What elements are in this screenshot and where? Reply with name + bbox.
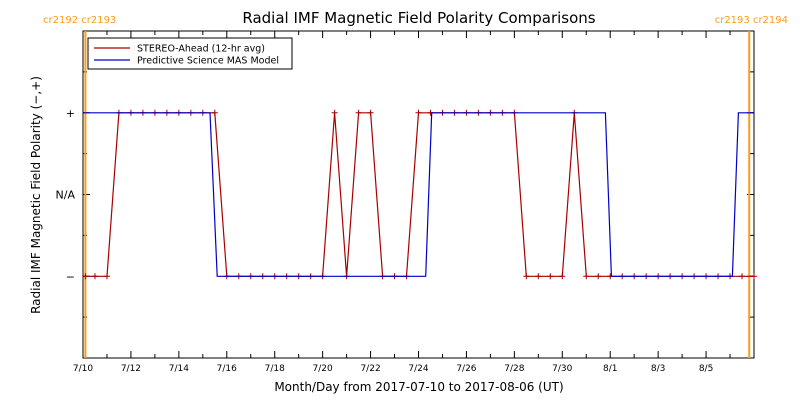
data-point-marker	[595, 273, 602, 280]
y-tick-label: −	[66, 270, 75, 283]
x-tick-label: 7/28	[504, 364, 524, 374]
legend: STEREO-Ahead (12-hr avg) Predictive Scie…	[87, 37, 293, 70]
y-axis-label: Radial IMF Magnetic Field Polarity (−,+)	[29, 76, 43, 314]
x-tick-label: 7/30	[552, 364, 572, 374]
series-layer	[82, 109, 757, 280]
data-point-marker	[211, 109, 218, 116]
data-point-marker	[583, 273, 590, 280]
x-tick-label: 8/1	[603, 364, 617, 374]
x-tick-label: 7/10	[73, 364, 93, 374]
data-point-marker	[331, 109, 338, 116]
x-tick-label: 7/14	[169, 364, 189, 374]
x-tick-label: 8/3	[651, 364, 665, 374]
x-tick-label: 7/12	[121, 364, 141, 374]
plot-frame	[82, 30, 755, 359]
y-axis: + N/A −	[56, 30, 754, 359]
data-point-marker	[103, 273, 110, 280]
x-axis-label: Month/Day from 2017-07-10 to 2017-08-06 …	[274, 380, 563, 394]
x-tick-label: 7/16	[217, 364, 237, 374]
x-tick-label: 7/26	[456, 364, 476, 374]
data-point-marker	[523, 273, 530, 280]
x-axis: 7/10 7/12 7/14 7/16 7/18 7/20 7/22 7/24 7/26 7/28…	[73, 31, 731, 374]
x-tick-label: 8/5	[699, 364, 713, 374]
data-point-marker	[367, 109, 374, 116]
legend-label-model: Predictive Science MAS Model	[137, 56, 279, 67]
data-point-marker	[415, 109, 422, 116]
chart-title: Radial IMF Magnetic Field Polarity Compa…	[242, 9, 595, 27]
data-point-marker	[739, 273, 746, 280]
series-line-stereo	[85, 112, 754, 277]
series-line-model	[83, 112, 754, 277]
data-point-marker	[751, 273, 757, 280]
x-tick-label: 7/22	[360, 364, 380, 374]
data-point-marker	[355, 109, 362, 116]
data-point-marker	[91, 273, 98, 280]
x-tick-label: 7/18	[265, 364, 285, 374]
data-point-marker	[559, 273, 566, 280]
legend-label-stereo: STEREO-Ahead (12-hr avg)	[137, 44, 265, 55]
data-point-marker	[547, 273, 554, 280]
data-point-marker	[535, 273, 542, 280]
x-tick-label: 7/20	[313, 364, 333, 374]
carrington-label-right: cr2193 cr2194	[715, 15, 788, 26]
x-tick-label: 7/24	[408, 364, 428, 374]
y-tick-label: N/A	[56, 189, 76, 202]
y-tick-label: +	[66, 107, 75, 120]
carrington-boundary-lines	[84, 31, 751, 358]
data-point-marker	[82, 273, 89, 280]
carrington-label-left: cr2192 cr2193	[43, 15, 116, 26]
legend-box	[87, 37, 293, 70]
